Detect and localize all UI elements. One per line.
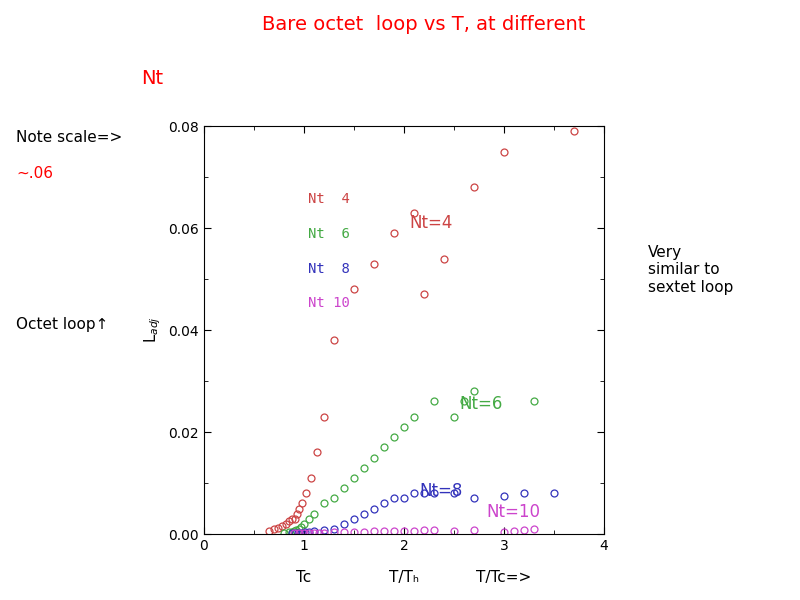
Text: Nt=10: Nt=10 — [486, 503, 540, 521]
Y-axis label: L$_{adj}$: L$_{adj}$ — [142, 317, 163, 343]
Text: T/Tₕ: T/Tₕ — [389, 570, 419, 585]
Text: Nt 10: Nt 10 — [308, 296, 350, 310]
Text: Bare octet  loop vs T, at different: Bare octet loop vs T, at different — [262, 15, 586, 34]
Text: Nt  8: Nt 8 — [308, 262, 350, 276]
Text: ~.06: ~.06 — [16, 166, 53, 181]
Text: T/Tc=>: T/Tc=> — [476, 570, 532, 585]
Text: Nt=6: Nt=6 — [459, 395, 502, 413]
Text: Note scale=>: Note scale=> — [16, 130, 122, 145]
Text: Nt: Nt — [141, 69, 163, 88]
Text: Very
similar to
sextet loop: Very similar to sextet loop — [648, 245, 734, 295]
Text: Nt  4: Nt 4 — [308, 193, 350, 206]
Text: Nt=8: Nt=8 — [419, 482, 462, 500]
Text: Nt=4: Nt=4 — [409, 214, 452, 232]
Text: Tc: Tc — [296, 570, 312, 585]
Text: Octet loop↑: Octet loop↑ — [16, 317, 108, 331]
Text: Nt  6: Nt 6 — [308, 227, 350, 241]
